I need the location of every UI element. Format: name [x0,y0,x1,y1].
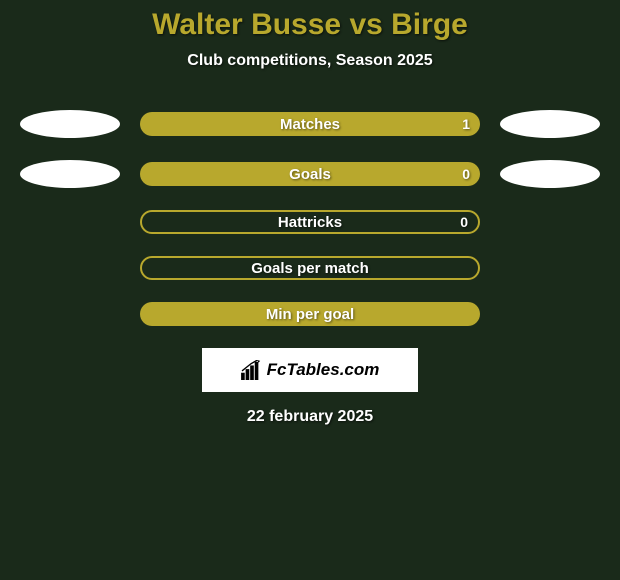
stat-row-matches: Matches 1 [10,110,610,138]
stat-value: 1 [462,116,470,132]
date-text: 22 february 2025 [0,408,620,426]
stat-value: 0 [460,214,468,230]
logo-box: FcTables.com [202,348,418,392]
stat-row-hattricks: Hattricks 0 [10,210,610,234]
stat-label: Hattricks [142,214,478,231]
player-left-icon [20,160,120,188]
stat-bar-matches: Matches 1 [140,112,480,136]
player-right-icon [500,110,600,138]
stat-label: Goals per match [142,260,478,277]
stat-value: 0 [462,166,470,182]
stat-row-goals: Goals 0 [10,160,610,188]
stat-label: Min per goal [140,306,480,323]
stat-bar-mpg: Min per goal [140,302,480,326]
player-right-icon [500,160,600,188]
stat-bar-goals: Goals 0 [140,162,480,186]
stat-label: Goals [140,166,480,183]
stat-bar-hattricks: Hattricks 0 [140,210,480,234]
chart-icon [241,360,263,380]
player-left-icon [20,110,120,138]
stat-row-gpm: Goals per match [10,256,610,280]
stat-row-mpg: Min per goal [10,302,610,326]
logo-text: FcTables.com [267,360,380,380]
stat-bar-gpm: Goals per match [140,256,480,280]
stat-rows: Matches 1 Goals 0 Hattricks 0 Goals [0,110,620,326]
subtitle: Club competitions, Season 2025 [0,52,620,70]
stat-label: Matches [140,116,480,133]
infographic-container: Walter Busse vs Birge Club competitions,… [0,0,620,426]
page-title: Walter Busse vs Birge [0,8,620,42]
